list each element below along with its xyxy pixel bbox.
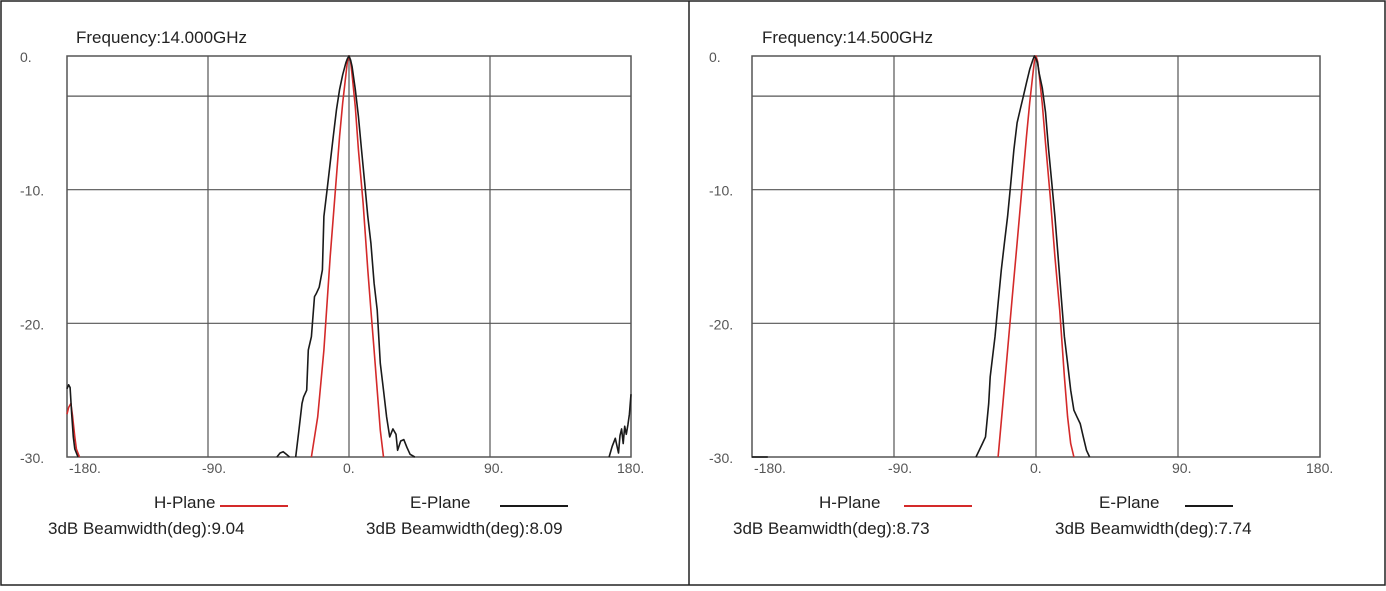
- series-line-e-plane: [608, 394, 632, 458]
- y-tick-label: 0.: [20, 49, 32, 65]
- x-tick-label: 180.: [1306, 460, 1333, 476]
- legend-h-plane-label: H-Plane: [154, 493, 215, 512]
- e-plane-beamwidth: 3dB Beamwidth(deg):8.09: [366, 519, 563, 538]
- y-tick-label: -30.: [709, 450, 733, 466]
- y-tick-label: -20.: [20, 316, 44, 332]
- y-tick-label: -10.: [20, 183, 44, 199]
- chart-panel-14500: Frequency:14.500GHz 0. -10. -20. -30. -180. -…: [689, 0, 1386, 586]
- h-plane-beamwidth: 3dB Beamwidth(deg):9.04: [48, 519, 245, 538]
- x-tick-label: -90.: [202, 460, 226, 476]
- series-line-e-plane: [66, 383, 79, 458]
- legend-h-plane-label: H-Plane: [819, 493, 880, 512]
- legend-e-plane-label: E-Plane: [410, 493, 470, 512]
- y-tick-label: -20.: [709, 316, 733, 332]
- series-line-e-plane: [975, 55, 1091, 458]
- series-line-e-plane: [294, 55, 416, 458]
- plot-area: 0. -10. -20. -30. -180. -90. 0. 90. 180.: [20, 49, 644, 476]
- x-tick-label: 0.: [1030, 460, 1042, 476]
- x-tick-label: -90.: [888, 460, 912, 476]
- chart-title: Frequency:14.000GHz: [76, 28, 247, 47]
- x-tick-label: 90.: [484, 460, 503, 476]
- legend: H-Plane E-Plane 3dB Beamwidth(deg):8.73 …: [733, 493, 1252, 538]
- x-tick-label: -180.: [69, 460, 101, 476]
- y-tick-label: -30.: [20, 450, 44, 466]
- series-line-e-plane: [276, 450, 291, 458]
- x-tick-label: 90.: [1172, 460, 1191, 476]
- chart-14500: Frequency:14.500GHz 0. -10. -20. -30. -180. -…: [709, 28, 1333, 538]
- e-plane-beamwidth: 3dB Beamwidth(deg):7.74: [1055, 519, 1252, 538]
- chart-title: Frequency:14.500GHz: [762, 28, 933, 47]
- chart-panel-14000: Frequency:14.000GHz 0. -10. -20. -30. -180. -…: [0, 0, 689, 586]
- y-tick-label: -10.: [709, 183, 733, 199]
- plot-area: 0. -10. -20. -30. -180. -90. 0. 90. 180.: [709, 49, 1333, 476]
- x-tick-label: 0.: [343, 460, 355, 476]
- chart-14000: Frequency:14.000GHz 0. -10. -20. -30. -180. -…: [20, 28, 644, 538]
- x-tick-label: -180.: [754, 460, 786, 476]
- legend: H-Plane E-Plane 3dB Beamwidth(deg):9.04 …: [48, 493, 568, 538]
- y-tick-label: 0.: [709, 49, 721, 65]
- x-tick-label: 180.: [617, 460, 644, 476]
- legend-e-plane-label: E-Plane: [1099, 493, 1159, 512]
- h-plane-beamwidth: 3dB Beamwidth(deg):8.73: [733, 519, 930, 538]
